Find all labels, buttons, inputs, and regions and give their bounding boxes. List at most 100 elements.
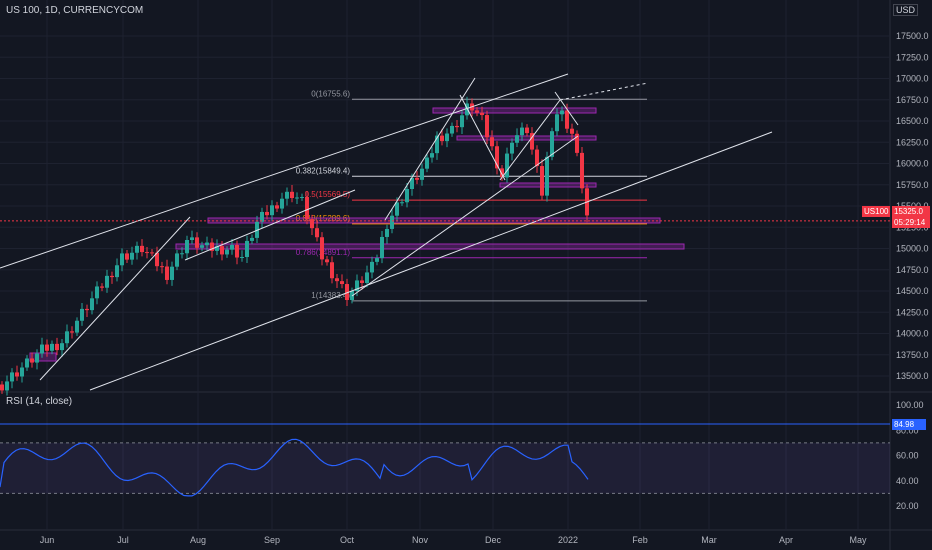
rsi-tick-label: 60.00	[896, 451, 919, 461]
time-tick-label: Apr	[779, 535, 793, 545]
candle-body	[195, 237, 199, 248]
candle-body	[50, 343, 54, 351]
flag-channel-line	[184, 189, 356, 261]
candle-body	[435, 135, 439, 154]
candle-body	[160, 266, 164, 268]
candle-body	[395, 202, 399, 216]
candle-body	[480, 112, 484, 116]
candle-body	[120, 253, 124, 266]
candle-body	[155, 252, 159, 267]
candle-body	[320, 237, 324, 260]
fib-level-label: 1(14383.4)	[311, 291, 350, 300]
candle-body	[185, 240, 189, 254]
symbol-price-tag: US100	[862, 206, 891, 217]
time-tick-label: Aug	[190, 535, 206, 545]
candle-body	[70, 331, 74, 333]
candle-body	[500, 168, 504, 178]
candle-body	[135, 245, 139, 253]
candle-body	[10, 372, 14, 382]
candle-body	[15, 372, 19, 377]
candle-body	[515, 135, 519, 143]
candle-body	[90, 298, 94, 311]
symbol-title: US 100, 1D, CURRENCYCOM	[6, 5, 144, 16]
candle-body	[335, 278, 339, 282]
candle-body	[210, 242, 214, 251]
candle-body	[360, 280, 364, 283]
wedge-line	[384, 77, 476, 221]
candle-body	[530, 133, 534, 150]
candle-body	[140, 245, 144, 253]
dashed-projection-line	[559, 82, 649, 101]
candle-body	[200, 245, 204, 248]
current-price-tag: 15325.0	[892, 206, 930, 217]
candle-body	[485, 115, 489, 138]
rsi-band	[0, 442, 890, 494]
candle-body	[460, 115, 464, 128]
price-tick-label: 17250.0	[896, 52, 929, 62]
rsi-tick-label: 40.00	[896, 476, 919, 486]
rising-trendline	[351, 135, 579, 297]
candle-body	[175, 253, 179, 267]
candle-body	[525, 127, 529, 134]
candle-body	[550, 131, 554, 157]
price-tick-label: 17000.0	[896, 74, 929, 84]
candle-body	[325, 259, 329, 263]
support-resistance-zone	[432, 107, 597, 114]
candle-body	[330, 262, 334, 279]
candle-body	[250, 237, 254, 241]
countdown-tag: 05:29:14	[892, 217, 930, 228]
fib-level-label: 0(16755.6)	[311, 89, 350, 98]
candle-body	[115, 265, 119, 278]
currency-label[interactable]: USD	[893, 4, 919, 16]
time-tick-label: Dec	[485, 535, 502, 545]
candle-body	[420, 168, 424, 180]
candle-body	[310, 219, 314, 229]
candle-body	[260, 211, 264, 222]
wedge-line-2	[459, 94, 506, 181]
candle-body	[0, 384, 4, 391]
support-resistance-zone	[175, 243, 685, 250]
rsi-tick-label: 100.00	[896, 400, 924, 410]
candle-body	[125, 253, 129, 260]
rsi-title[interactable]: RSI (14, close)	[6, 396, 73, 407]
candle-body	[520, 127, 524, 136]
rsi-line	[0, 438, 589, 497]
candle-body	[150, 252, 154, 254]
rsi-tick-label: 20.00	[896, 501, 919, 511]
candle-body	[370, 261, 374, 273]
price-tick-label: 14000.0	[896, 329, 929, 339]
candle-body	[235, 244, 239, 258]
candle-body	[60, 343, 64, 351]
candle-body	[415, 177, 419, 180]
candle-body	[490, 137, 494, 147]
candle-body	[380, 236, 384, 259]
candle-body	[275, 205, 279, 209]
price-tick-label: 16250.0	[896, 137, 929, 147]
pattern-line	[554, 91, 579, 126]
candle-body	[305, 196, 309, 220]
candle-body	[100, 286, 104, 288]
price-tick-label: 13500.0	[896, 371, 929, 381]
candle-body	[130, 252, 134, 260]
wedge-line-3	[499, 99, 561, 181]
candle-body	[425, 157, 429, 169]
candle-body	[220, 246, 224, 255]
time-tick-label: Oct	[340, 535, 355, 545]
rsi-value-tag: 84.98	[892, 419, 926, 430]
time-tick-label: Jun	[40, 535, 55, 545]
candle-body	[35, 353, 39, 363]
fib-level-label: 0.382(15849.4)	[296, 166, 351, 175]
candle-body	[375, 258, 379, 262]
candle-body	[540, 166, 544, 196]
candle-body	[505, 153, 509, 178]
candle-body	[20, 367, 24, 377]
candle-body	[400, 202, 404, 204]
candle-body	[580, 152, 584, 189]
time-tick-label: Mar	[701, 535, 717, 545]
candle-body	[95, 286, 99, 299]
candle-body	[430, 153, 434, 158]
price-tick-label: 15000.0	[896, 244, 929, 254]
candle-body	[295, 197, 299, 199]
candle-body	[405, 189, 409, 203]
